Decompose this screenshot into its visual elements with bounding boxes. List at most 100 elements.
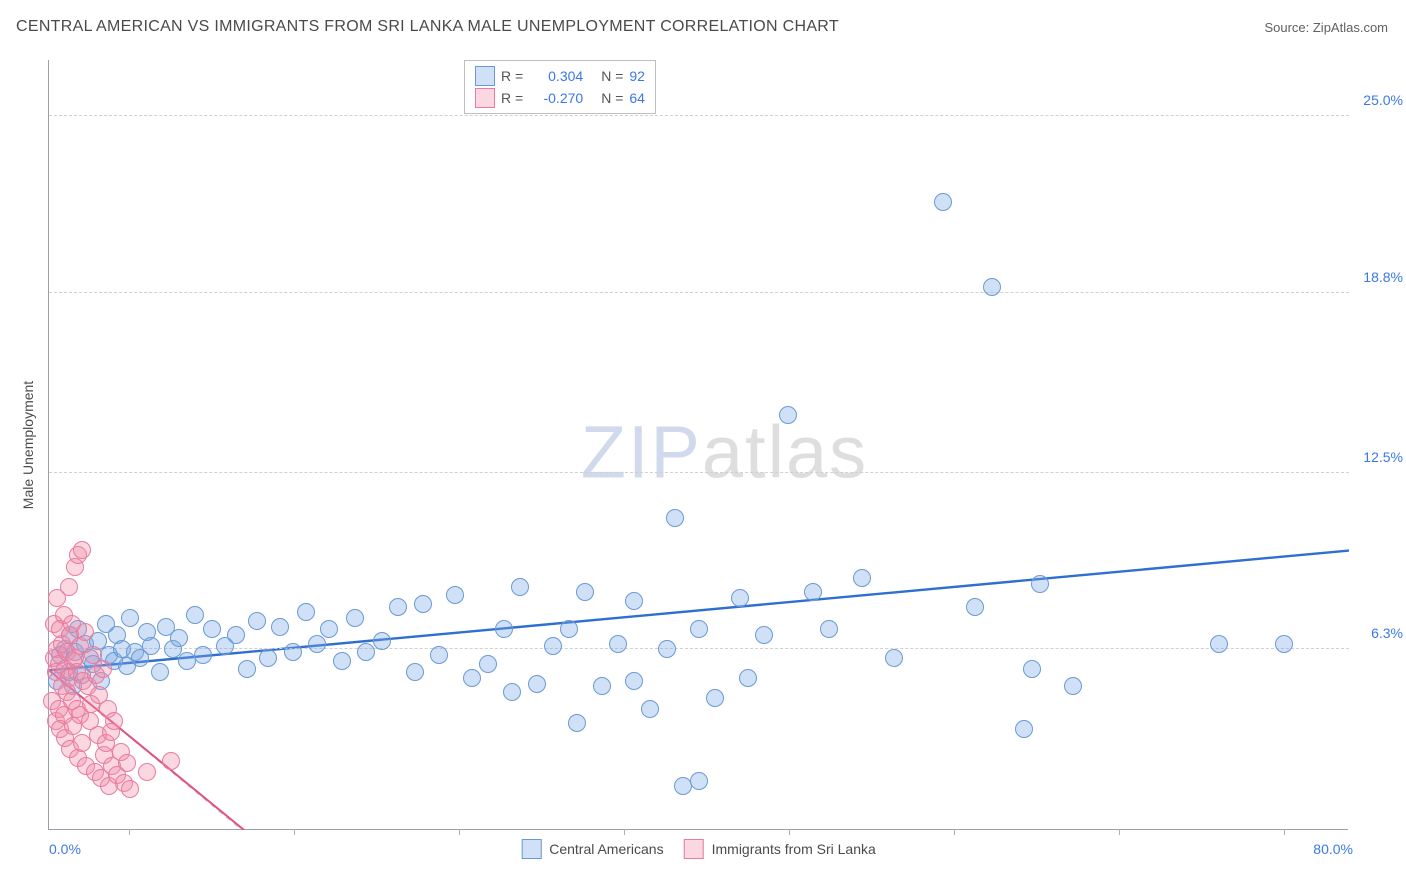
data-point	[1064, 677, 1082, 695]
x-tick	[459, 829, 460, 835]
data-point	[227, 626, 245, 644]
y-tick-label: 12.5%	[1353, 449, 1403, 465]
data-point	[162, 752, 180, 770]
data-point	[203, 620, 221, 638]
y-axis-title: Male Unemployment	[20, 381, 36, 509]
data-point	[666, 509, 684, 527]
data-point	[593, 677, 611, 695]
legend-series-name: Immigrants from Sri Lanka	[712, 841, 876, 857]
legend-n-label: N =	[601, 68, 623, 84]
series-legend: Central Americans Immigrants from Sri Lan…	[521, 839, 876, 859]
x-tick	[294, 829, 295, 835]
legend-n-value: 92	[629, 68, 645, 84]
x-tick	[129, 829, 130, 835]
data-point	[779, 406, 797, 424]
data-point	[658, 640, 676, 658]
data-point	[60, 578, 78, 596]
data-point	[142, 637, 160, 655]
data-point	[983, 278, 1001, 296]
data-point	[357, 643, 375, 661]
legend-item: Immigrants from Sri Lanka	[684, 839, 876, 859]
legend-swatch	[521, 839, 541, 859]
data-point	[690, 620, 708, 638]
data-point	[346, 609, 364, 627]
gridline	[49, 292, 1349, 293]
data-point	[625, 592, 643, 610]
data-point	[118, 754, 136, 772]
data-point	[194, 646, 212, 664]
data-point	[463, 669, 481, 687]
legend-item: Central Americans	[521, 839, 663, 859]
x-tick	[789, 829, 790, 835]
legend-r-label: R =	[501, 68, 523, 84]
data-point	[73, 541, 91, 559]
data-point	[544, 637, 562, 655]
data-point	[1210, 635, 1228, 653]
data-point	[389, 598, 407, 616]
data-point	[885, 649, 903, 667]
watermark: ZIPatlas	[581, 410, 868, 495]
data-point	[755, 626, 773, 644]
data-point	[446, 586, 464, 604]
legend-r-value: 0.304	[529, 68, 583, 84]
data-point	[121, 609, 139, 627]
data-point	[414, 595, 432, 613]
data-point	[406, 663, 424, 681]
x-tick	[954, 829, 955, 835]
gridline	[49, 115, 1349, 116]
data-point	[560, 620, 578, 638]
data-point	[238, 660, 256, 678]
x-tick	[624, 829, 625, 835]
x-min-label: 0.0%	[49, 841, 81, 857]
stats-legend: R = 0.304 N = 92R = -0.270 N = 64	[464, 60, 656, 114]
data-point	[528, 675, 546, 693]
data-point	[1023, 660, 1041, 678]
y-tick-label: 25.0%	[1353, 92, 1403, 108]
legend-swatch	[684, 839, 704, 859]
data-point	[641, 700, 659, 718]
x-tick	[1119, 829, 1120, 835]
legend-row: R = 0.304 N = 92	[475, 65, 645, 87]
data-point	[170, 629, 188, 647]
data-point	[105, 712, 123, 730]
data-point	[271, 618, 289, 636]
legend-swatch	[475, 88, 495, 108]
data-point	[625, 672, 643, 690]
data-point	[73, 734, 91, 752]
data-point	[121, 780, 139, 798]
data-point	[94, 660, 112, 678]
legend-row: R = -0.270N = 64	[475, 87, 645, 109]
legend-n-value: 64	[629, 90, 645, 106]
data-point	[284, 643, 302, 661]
legend-n-label: N =	[601, 90, 623, 106]
data-point	[609, 635, 627, 653]
data-point	[333, 652, 351, 670]
data-point	[503, 683, 521, 701]
data-point	[804, 583, 822, 601]
data-point	[690, 772, 708, 790]
data-point	[1031, 575, 1049, 593]
data-point	[495, 620, 513, 638]
data-point	[739, 669, 757, 687]
y-tick-label: 6.3%	[1353, 625, 1403, 641]
x-tick	[1284, 829, 1285, 835]
data-point	[706, 689, 724, 707]
y-tick-label: 18.8%	[1353, 269, 1403, 285]
data-point	[151, 663, 169, 681]
data-point	[430, 646, 448, 664]
data-point	[320, 620, 338, 638]
legend-series-name: Central Americans	[549, 841, 663, 857]
trend-lines	[49, 60, 1349, 830]
data-point	[576, 583, 594, 601]
data-point	[248, 612, 266, 630]
data-point	[373, 632, 391, 650]
legend-r-value: -0.270	[529, 90, 583, 106]
data-point	[966, 598, 984, 616]
data-point	[297, 603, 315, 621]
data-point	[1015, 720, 1033, 738]
data-point	[853, 569, 871, 587]
data-point	[138, 763, 156, 781]
data-point	[1275, 635, 1293, 653]
legend-swatch	[475, 66, 495, 86]
data-point	[259, 649, 277, 667]
